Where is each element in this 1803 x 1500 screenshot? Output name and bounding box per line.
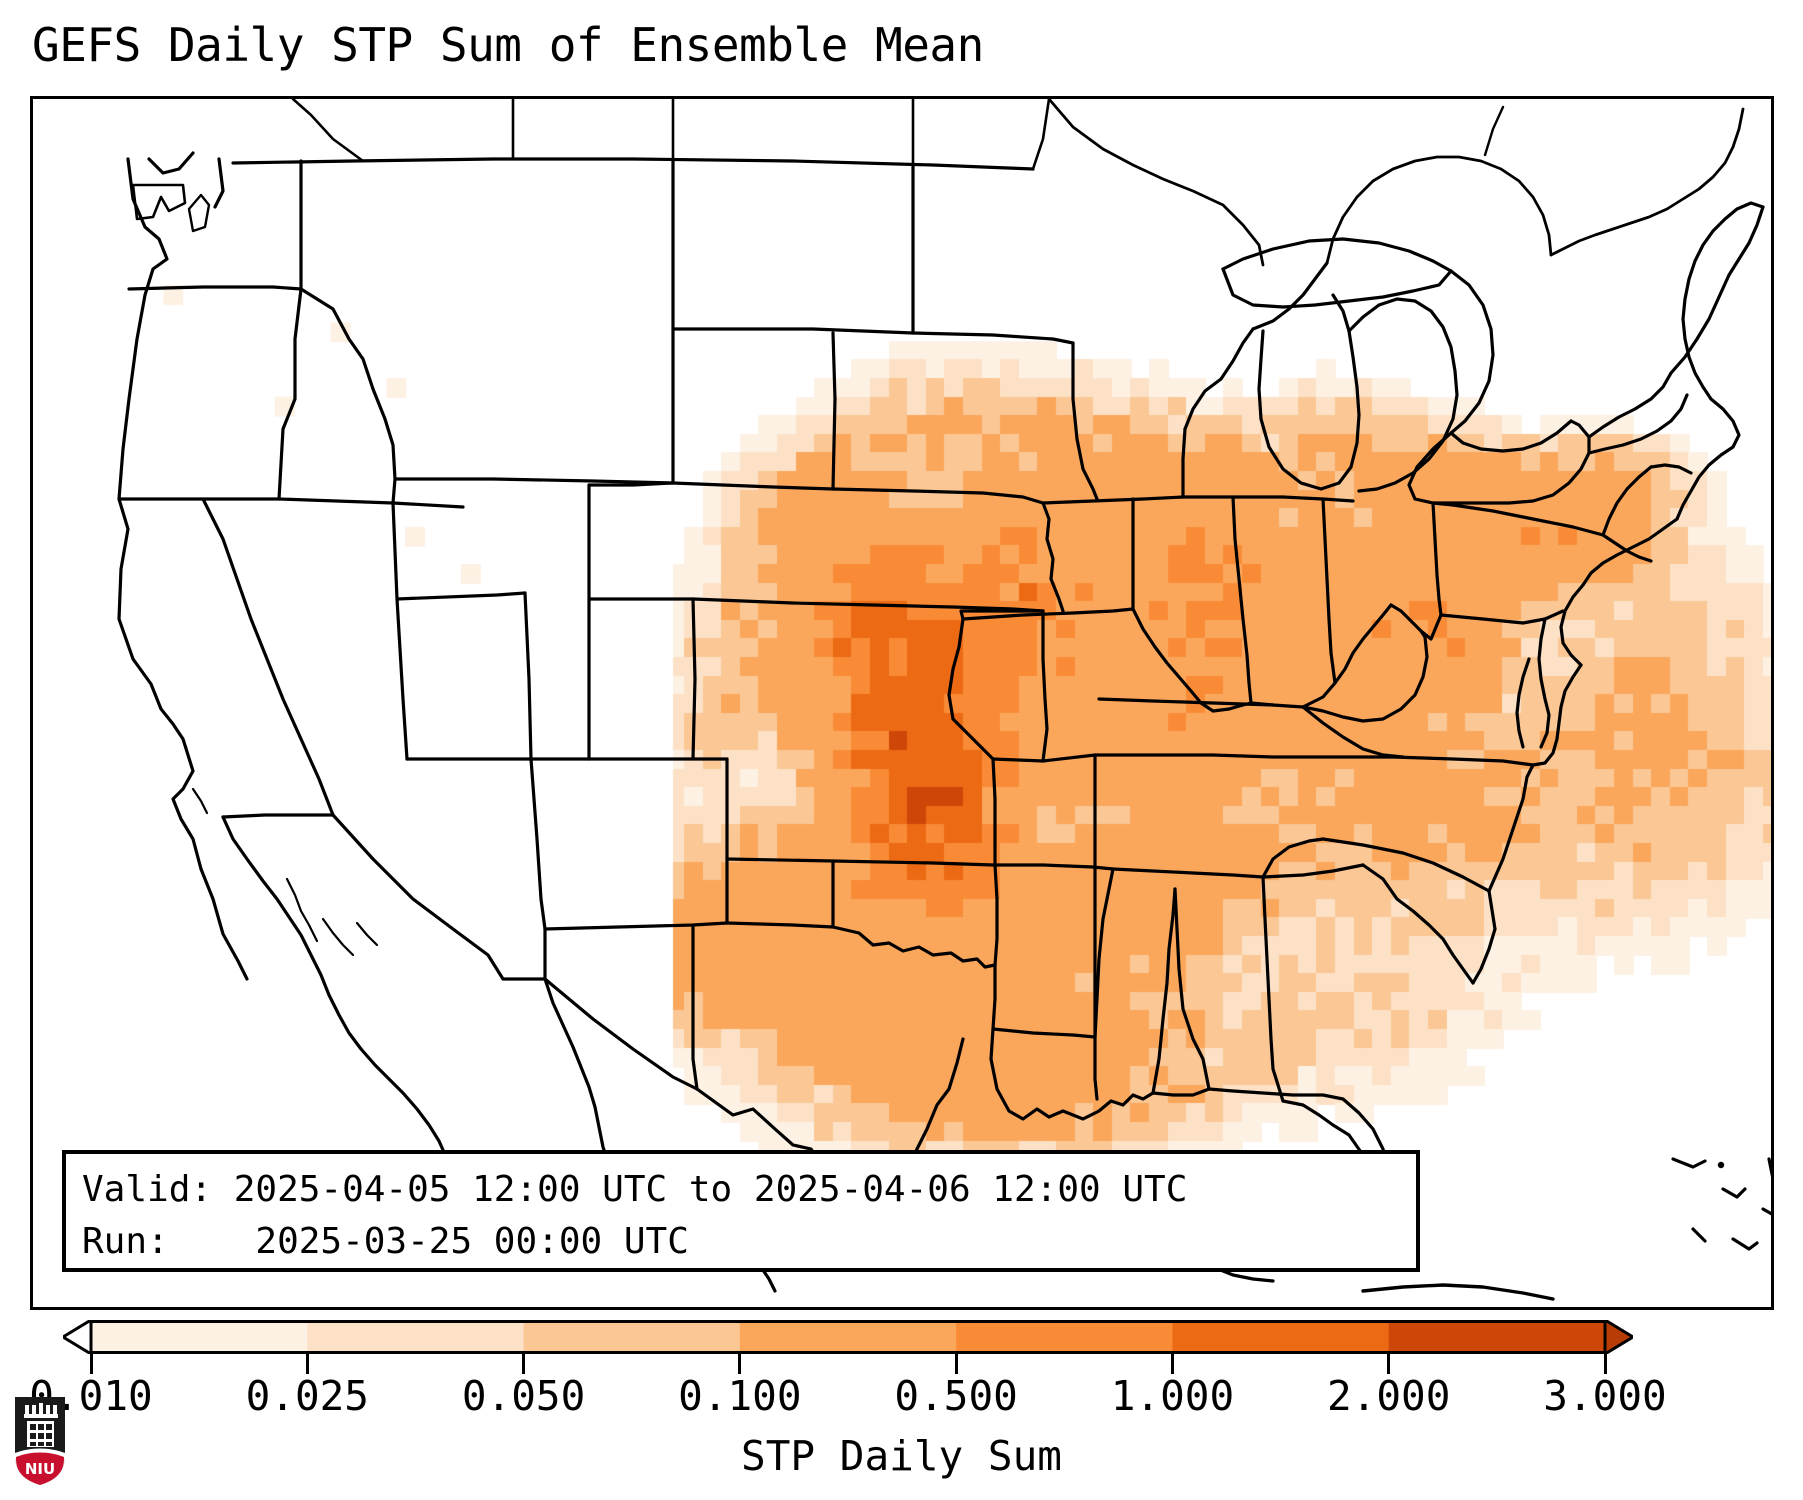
info-box: Valid: 2025-04-05 12:00 UTC to 2025-04-0… xyxy=(62,1150,1420,1272)
colorbar-tick xyxy=(738,1354,742,1374)
colorbar-tick-label: 3.000 xyxy=(1543,1372,1667,1420)
niu-logo: NIU xyxy=(15,1397,65,1485)
colorbar-axis-label: STP Daily Sum xyxy=(741,1432,1062,1480)
colorbar-tick-label: 1.000 xyxy=(1110,1372,1235,1420)
colorbar-gradient xyxy=(63,1320,1633,1354)
colorbar-tick xyxy=(1170,1354,1174,1374)
niu-logo-text: NIU xyxy=(25,1460,55,1478)
colorbar-tick xyxy=(1387,1354,1391,1374)
geography-layer xyxy=(117,99,1771,1301)
colorbar-tick xyxy=(89,1354,93,1374)
valid-time-text: Valid: 2025-04-05 12:00 UTC to 2025-04-0… xyxy=(82,1169,1188,1210)
colorbar-tick-label: 0.025 xyxy=(245,1372,369,1420)
page-title: GEFS Daily STP Sum of Ensemble Mean xyxy=(32,18,984,72)
colorbar: 0.010 0.025 0.050 0.100 0.500 1.000 2.000 3.000… xyxy=(0,1310,1803,1500)
colorbar-tick-label: 0.050 xyxy=(461,1372,586,1420)
colorbar-tick xyxy=(305,1354,309,1374)
colorbar-tick xyxy=(954,1354,958,1374)
map-plot-area xyxy=(30,96,1774,1310)
colorbar-tick-label: 0.100 xyxy=(678,1372,802,1420)
colorbar-tick-label: 2.000 xyxy=(1326,1372,1451,1420)
colorbar-tick-label: 0.500 xyxy=(894,1372,1018,1420)
colorbar-tick xyxy=(522,1354,526,1374)
run-time-text: Run: 2025-03-25 00:00 UTC xyxy=(82,1221,689,1262)
colorbar-tick xyxy=(1603,1354,1607,1374)
